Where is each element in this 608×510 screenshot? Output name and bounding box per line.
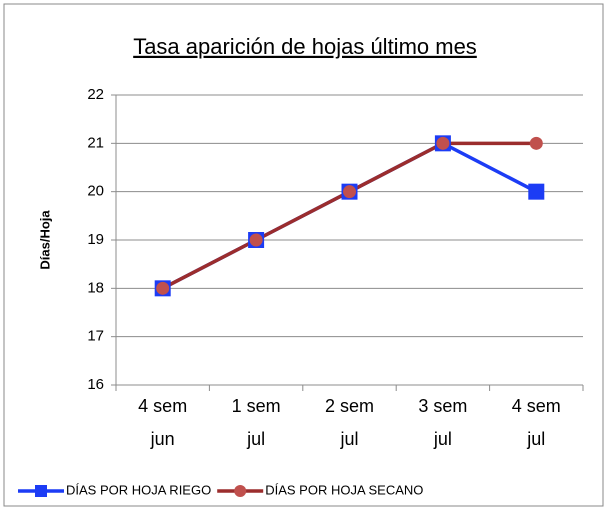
- chart-border: [3, 3, 604, 507]
- legend-label: DÍAS POR HOJA RIEGO: [66, 482, 211, 497]
- marker: [249, 233, 263, 247]
- x-tick-label: 4 sem jul: [511, 396, 561, 449]
- legend-label: DÍAS POR HOJA SECANO: [265, 482, 423, 497]
- chart-title: Tasa aparición de hojas último mes: [133, 34, 477, 59]
- legend-marker: [234, 485, 247, 497]
- x-tick-label: 3 sem jul: [418, 396, 468, 449]
- marker: [529, 136, 543, 150]
- y-tick-label: 18: [87, 279, 104, 296]
- y-tick-label: 17: [87, 328, 104, 345]
- marker: [156, 281, 170, 295]
- y-tick-label: 22: [87, 86, 104, 103]
- y-tick-label: 20: [87, 183, 104, 200]
- marker: [528, 183, 545, 200]
- y-tick-label: 19: [87, 231, 104, 248]
- y-axis-label: Días/Hoja: [37, 210, 52, 270]
- x-tick-label: 1 sem jul: [231, 396, 281, 449]
- y-tick-label: 16: [87, 376, 104, 393]
- x-tick-label: 2 sem jul: [324, 396, 375, 449]
- x-tick-label: 4 sem jun: [138, 396, 188, 449]
- marker: [436, 136, 450, 150]
- marker: [343, 185, 356, 199]
- y-tick-label: 21: [87, 134, 104, 151]
- legend-marker: [35, 485, 47, 497]
